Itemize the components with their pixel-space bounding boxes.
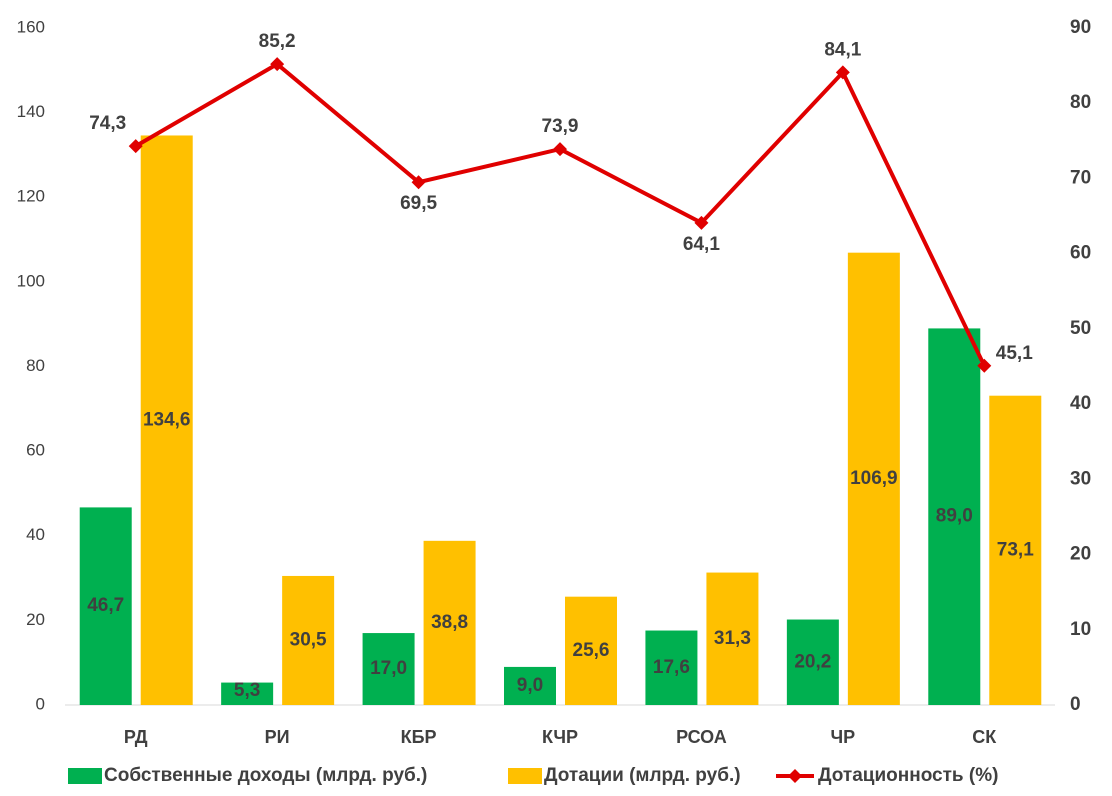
line-marker — [270, 57, 285, 72]
bar — [706, 572, 759, 705]
y-tick-label: 0 — [36, 694, 45, 713]
data-label: 74,3 — [89, 113, 126, 134]
legend-swatch — [508, 768, 542, 784]
x-tick-label: РИ — [265, 727, 290, 747]
y-tick-label: 20 — [26, 610, 45, 629]
bar — [423, 540, 476, 705]
x-tick-label: КБР — [401, 727, 437, 747]
y-tick-label: 40 — [26, 525, 45, 544]
y2-tick-label: 90 — [1070, 17, 1091, 38]
bar — [221, 682, 274, 705]
bar — [928, 328, 981, 705]
bar — [362, 633, 415, 705]
x-tick-label: РСОА — [676, 727, 727, 747]
bar — [282, 575, 335, 705]
data-label: 17,0 — [370, 658, 407, 679]
y2-tick-label: 10 — [1070, 619, 1091, 640]
y-tick-label: 140 — [17, 102, 45, 121]
y-tick-label: 160 — [17, 17, 45, 36]
data-label: 89,0 — [936, 506, 973, 527]
data-label: 25,6 — [573, 640, 610, 661]
line-marker — [835, 65, 850, 80]
x-tick-label: КЧР — [542, 727, 578, 747]
y2-tick-label: 80 — [1070, 92, 1091, 113]
bar — [645, 630, 698, 705]
bar — [847, 252, 900, 705]
legend-swatch — [68, 768, 102, 784]
y2-tick-label: 40 — [1070, 393, 1091, 414]
legend-swatch — [788, 769, 802, 783]
data-label: 69,5 — [400, 193, 437, 214]
bar — [504, 666, 556, 705]
data-label: 64,1 — [683, 234, 720, 255]
data-label: 17,6 — [653, 657, 690, 678]
x-tick-label: РД — [124, 727, 148, 747]
line-marker — [411, 175, 426, 190]
data-label: 73,1 — [997, 539, 1034, 560]
bar — [989, 395, 1042, 705]
line-marker — [694, 215, 709, 230]
data-label: 46,7 — [87, 595, 124, 616]
data-label: 84,1 — [824, 39, 861, 60]
bar — [140, 135, 193, 705]
y-tick-label: 120 — [17, 187, 45, 206]
y-tick-label: 100 — [17, 271, 45, 290]
y2-tick-label: 20 — [1070, 544, 1091, 565]
legend-label: Дотации (млрд. руб.) — [544, 765, 741, 786]
data-label: 85,2 — [259, 31, 296, 52]
y-tick-label: 80 — [26, 356, 45, 375]
line-marker — [128, 139, 143, 154]
line-marker — [977, 358, 992, 373]
x-tick-label: СК — [972, 727, 997, 747]
y2-tick-label: 60 — [1070, 243, 1091, 264]
y-tick-label: 60 — [26, 441, 45, 460]
bar — [79, 507, 132, 705]
data-label: 5,3 — [234, 680, 260, 701]
data-label: 20,2 — [794, 651, 831, 672]
y2-tick-label: 50 — [1070, 318, 1091, 339]
y2-tick-label: 70 — [1070, 167, 1091, 188]
bar — [786, 619, 839, 705]
line-marker — [553, 142, 567, 157]
bar — [565, 596, 617, 705]
x-tick-label: ЧР — [831, 727, 856, 747]
data-label: 31,3 — [714, 628, 751, 649]
data-label: 73,9 — [542, 116, 579, 137]
data-label: 134,6 — [143, 409, 191, 430]
data-label: 38,8 — [431, 612, 468, 633]
legend-label: Собственные доходы (млрд. руб.) — [104, 765, 427, 786]
data-label: 45,1 — [996, 343, 1033, 364]
data-label: 9,0 — [517, 675, 543, 696]
data-label: 30,5 — [290, 629, 327, 650]
data-label: 106,9 — [850, 468, 898, 489]
y2-tick-label: 30 — [1070, 468, 1091, 489]
y2-tick-label: 0 — [1070, 694, 1081, 715]
legend-label: Дотационность (%) — [818, 765, 998, 786]
